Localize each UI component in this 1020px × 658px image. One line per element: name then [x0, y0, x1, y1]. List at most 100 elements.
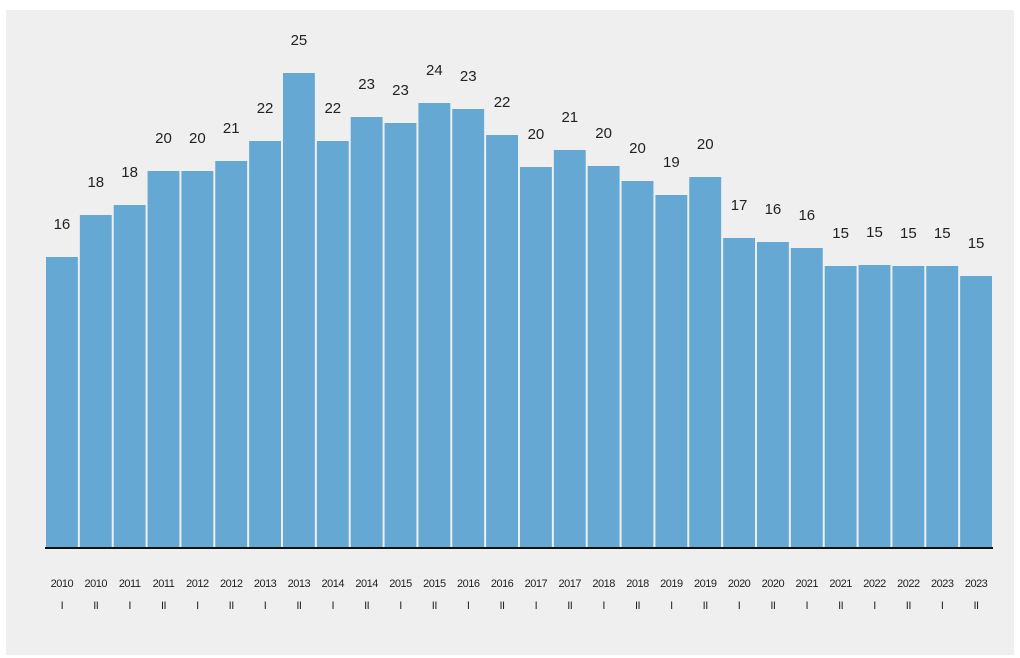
value-label: 15 — [968, 235, 985, 252]
value-label: 18 — [121, 164, 138, 181]
x-tick-sublabel: I — [602, 600, 605, 612]
value-label: 19 — [663, 154, 680, 171]
bar — [655, 195, 688, 548]
x-tick-sublabel: II — [567, 600, 573, 612]
value-label: 20 — [595, 125, 612, 142]
x-tick-sublabel: I — [264, 600, 267, 612]
bar — [452, 109, 485, 548]
x-tick-label: 2011 — [119, 578, 141, 590]
x-tick-sublabel: II — [432, 600, 438, 612]
bar — [858, 265, 891, 548]
x-tick-sublabel: II — [500, 600, 506, 612]
value-label: 16 — [798, 207, 815, 224]
x-tick-label: 2012 — [220, 578, 243, 590]
bar — [824, 266, 857, 548]
x-tick-sublabel: I — [535, 600, 538, 612]
value-label: 20 — [697, 136, 714, 153]
x-tick-sublabel: I — [196, 600, 199, 612]
x-tick-label: 2013 — [254, 578, 277, 590]
value-label: 20 — [189, 130, 206, 147]
x-tick-sublabel: I — [941, 600, 944, 612]
x-tick-sublabel: II — [93, 600, 99, 612]
x-tick-sublabel: II — [770, 600, 776, 612]
x-tick-label: 2018 — [626, 578, 649, 590]
bar — [46, 257, 78, 548]
x-tick-sublabel: I — [399, 600, 402, 612]
bar — [486, 135, 518, 548]
bar — [892, 266, 925, 548]
bar — [757, 242, 789, 548]
value-label: 22 — [494, 94, 511, 111]
value-label: 20 — [629, 140, 646, 157]
value-label: 16 — [54, 216, 71, 233]
value-label: 24 — [426, 62, 443, 79]
x-tick-label: 2013 — [288, 578, 311, 590]
value-label: 22 — [257, 100, 274, 117]
bar — [283, 73, 315, 548]
x-tick-sublabel: II — [296, 600, 302, 612]
x-tick-sublabel: II — [161, 600, 167, 612]
x-tick-sublabel: I — [738, 600, 741, 612]
bar — [316, 141, 349, 548]
bar — [723, 238, 755, 548]
bar — [113, 205, 146, 548]
x-tick-label: 2015 — [423, 578, 446, 590]
bar — [215, 161, 248, 548]
x-tick-label: 2021 — [829, 578, 852, 590]
x-tick-label: 2022 — [897, 578, 920, 590]
bar — [621, 181, 654, 548]
x-tick-label: 2019 — [694, 578, 717, 590]
value-label: 15 — [866, 224, 883, 241]
bar — [553, 150, 586, 548]
x-tick-sublabel: II — [229, 600, 235, 612]
x-tick-label: 2022 — [863, 578, 886, 590]
bar — [147, 171, 180, 548]
x-tick-label: 2021 — [796, 578, 819, 590]
x-tick-sublabel: II — [974, 600, 980, 612]
value-label: 23 — [358, 76, 375, 93]
x-tick-label: 2014 — [322, 578, 345, 590]
x-tick-label: 2023 — [965, 578, 988, 590]
x-tick-label: 2017 — [559, 578, 582, 590]
x-tick-label: 2012 — [186, 578, 209, 590]
value-label: 15 — [900, 225, 917, 242]
x-tick-label: 2016 — [457, 578, 480, 590]
x-tick-sublabel: II — [703, 600, 709, 612]
x-tick-label: 2011 — [153, 578, 175, 590]
value-label: 20 — [155, 130, 172, 147]
x-tick-label: 2017 — [525, 578, 548, 590]
x-tick-label: 2018 — [592, 578, 615, 590]
value-label: 23 — [392, 82, 409, 99]
value-label: 16 — [765, 201, 782, 218]
x-tick-sublabel: I — [670, 600, 673, 612]
bar — [520, 167, 552, 548]
value-label: 25 — [291, 32, 308, 49]
x-tick-label: 2020 — [728, 578, 751, 590]
bar — [350, 117, 383, 548]
x-tick-label: 2019 — [660, 578, 683, 590]
x-tick-sublabel: I — [806, 600, 809, 612]
x-tick-sublabel: I — [873, 600, 876, 612]
value-label: 17 — [731, 197, 748, 214]
bar — [181, 171, 214, 548]
x-tick-sublabel: I — [128, 600, 131, 612]
value-label: 15 — [934, 225, 951, 242]
value-label: 23 — [460, 68, 477, 85]
x-tick-sublabel: II — [838, 600, 844, 612]
bar — [926, 266, 959, 548]
value-label: 21 — [561, 109, 578, 126]
x-tick-label: 2020 — [762, 578, 785, 590]
x-tick-sublabel: I — [61, 600, 64, 612]
x-tick-label: 2015 — [389, 578, 412, 590]
bar — [418, 103, 451, 548]
bar — [960, 276, 992, 548]
bar — [587, 166, 620, 548]
value-label: 21 — [223, 120, 240, 137]
x-tick-sublabel: II — [906, 600, 912, 612]
bar — [790, 248, 823, 548]
x-tick-sublabel: II — [635, 600, 641, 612]
x-tick-sublabel: II — [364, 600, 370, 612]
bar — [384, 123, 417, 548]
value-label: 20 — [528, 126, 545, 143]
